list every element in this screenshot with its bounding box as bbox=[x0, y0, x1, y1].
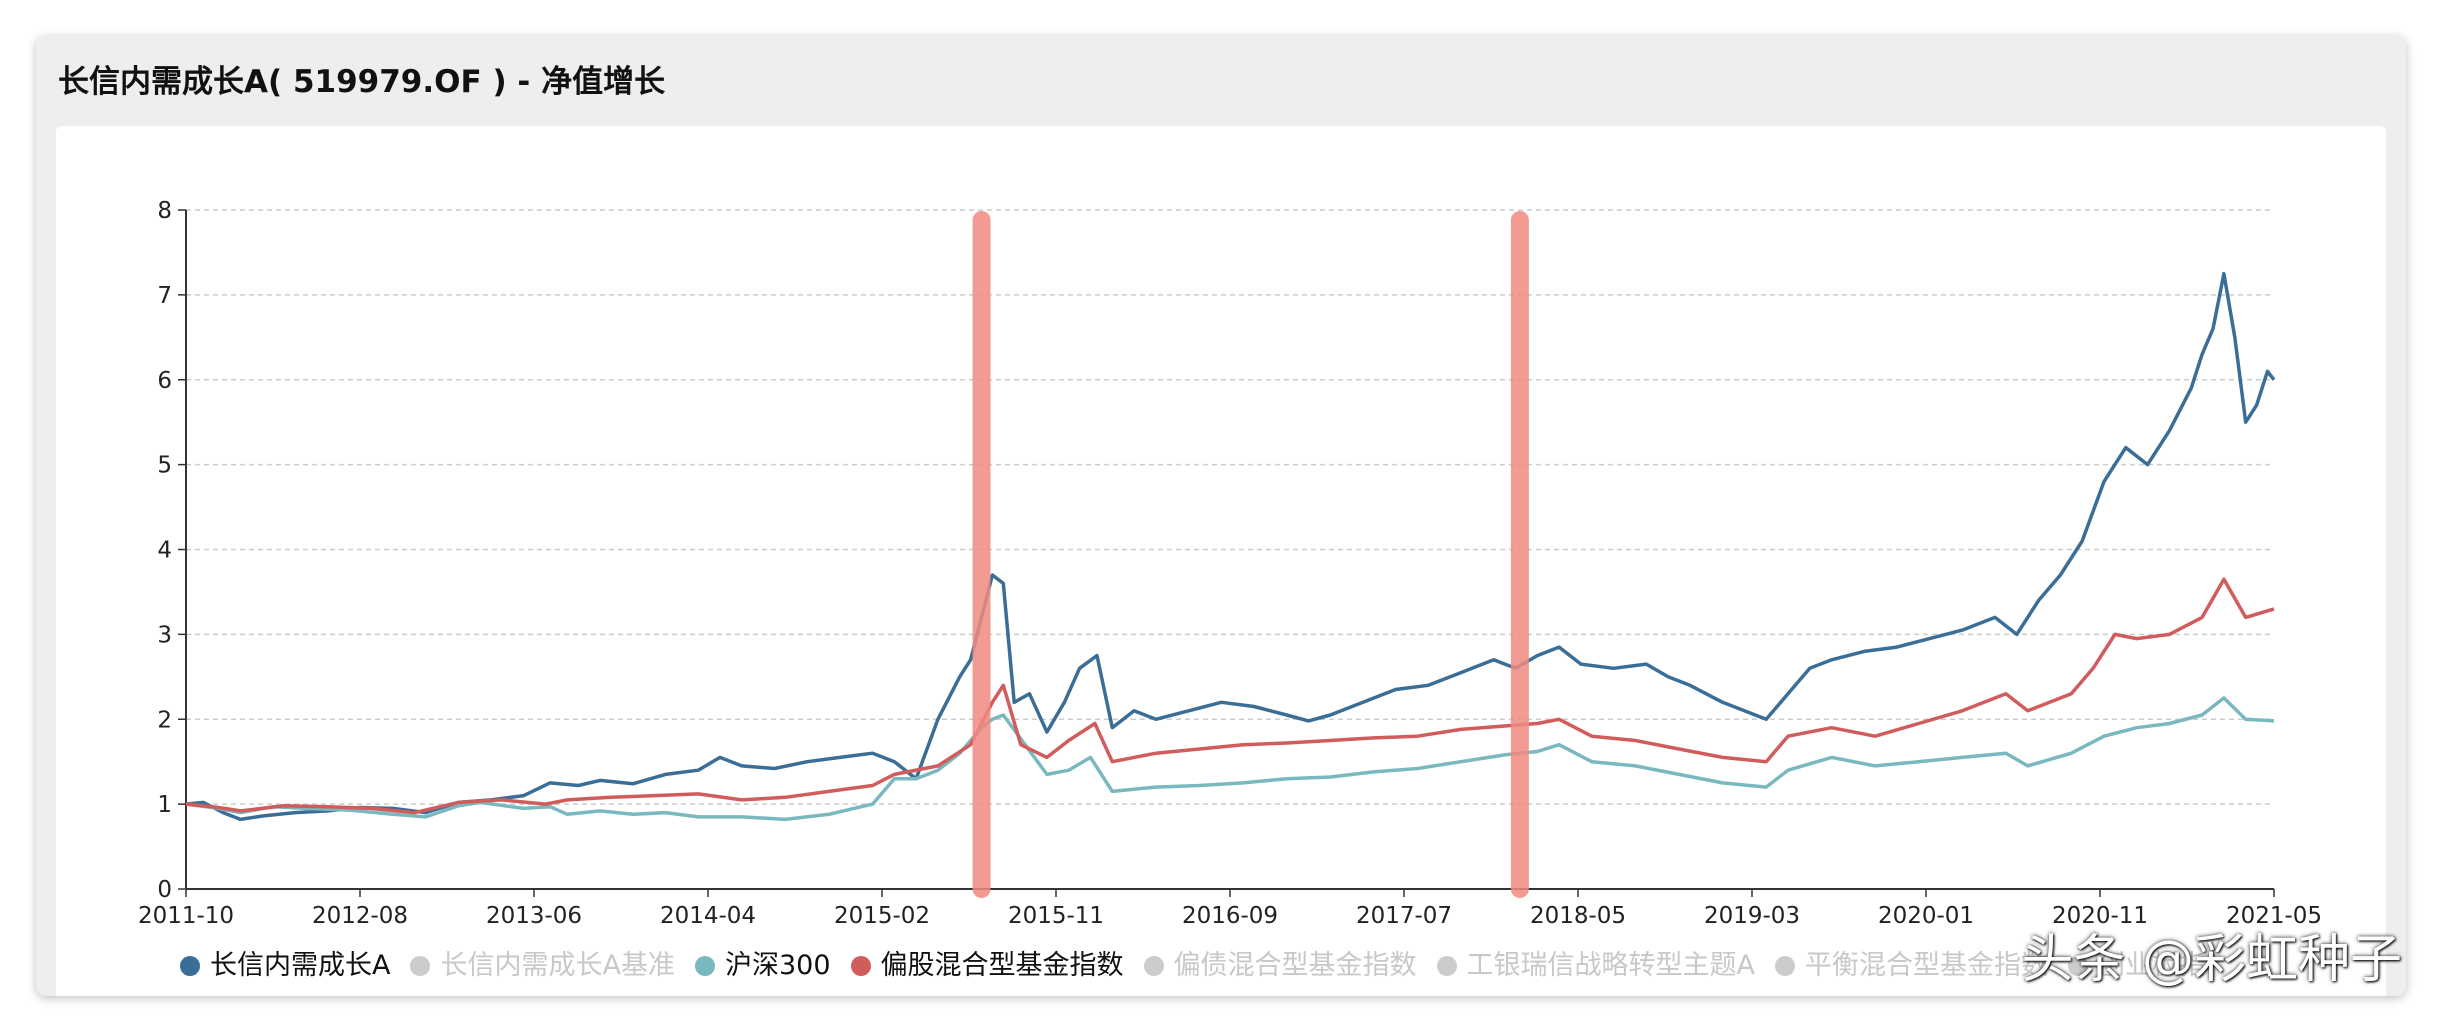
y-tick-label: 5 bbox=[157, 453, 172, 479]
y-tick-label: 2 bbox=[157, 707, 172, 733]
legend-label: 创业板指 bbox=[2098, 950, 2206, 981]
x-tick-label: 2016-09 bbox=[1182, 903, 1278, 929]
legend-label: 长信内需成长A基准 bbox=[440, 950, 675, 981]
legend-item[interactable]: 平衡混合型基金指数 bbox=[1775, 946, 2048, 986]
x-tick-label: 2019-03 bbox=[1704, 903, 1800, 929]
legend-item[interactable]: 工银瑞信战略转型主题A bbox=[1436, 946, 1755, 986]
x-tick-label: 2014-04 bbox=[660, 903, 756, 929]
x-tick-label: 2017-07 bbox=[1356, 903, 1452, 929]
chart-title: 长信内需成长A( 519979.OF ) - 净值增长 bbox=[58, 64, 666, 100]
legend-label: 偏股混合型基金指数 bbox=[880, 950, 1124, 981]
legend-label: 平衡混合型基金指数 bbox=[1805, 950, 2048, 981]
legend-item[interactable]: 偏股混合型基金指数 bbox=[850, 946, 1124, 986]
legend-item[interactable]: 偏债混合型基金指数 bbox=[1143, 946, 1417, 986]
legend-marker-icon bbox=[180, 956, 200, 976]
x-tick-label: 2020-11 bbox=[2052, 903, 2148, 929]
legend-marker-icon bbox=[410, 956, 431, 976]
y-tick-label: 6 bbox=[157, 368, 172, 394]
y-tick-label: 0 bbox=[157, 877, 172, 903]
x-tick-label: 2021-05 bbox=[2226, 903, 2322, 929]
y-tick-label: 3 bbox=[157, 622, 172, 648]
legend-label: 偏债混合型基金指数 bbox=[1173, 950, 1417, 981]
y-tick-label: 7 bbox=[157, 283, 172, 309]
legend-marker-icon bbox=[1775, 956, 1795, 976]
legend-marker-icon bbox=[2068, 956, 2088, 976]
x-tick-label: 2011-10 bbox=[138, 903, 234, 929]
series-line bbox=[185, 577, 2275, 815]
line-chart: 0 1 2 3 4 5 6 7 8 2011-10 2012-08 2013-06 2014-04 201… bbox=[138, 198, 2322, 929]
y-tick-label: 8 bbox=[157, 198, 172, 224]
watermark: 头条 @彩虹种子 bbox=[2021, 930, 2402, 990]
legend-marker-icon bbox=[694, 956, 715, 976]
x-tick-label: 2015-02 bbox=[834, 903, 930, 929]
chart-panel: 0 1 2 3 4 5 6 7 8 2011-10 2012-08 2013-06 2014-04 201… bbox=[56, 126, 2386, 996]
legend-label: 工银瑞信战略转型主题A bbox=[1466, 950, 1755, 981]
x-tick-label: 2020-01 bbox=[1878, 903, 1974, 929]
x-tick-label: 2012-08 bbox=[312, 903, 408, 929]
legend-label: 沪深300 bbox=[724, 950, 831, 981]
y-tick-label: 4 bbox=[157, 538, 172, 564]
x-tick-label: 2013-06 bbox=[486, 903, 582, 929]
legend-label: 长信内需成长A bbox=[210, 950, 391, 981]
legend-marker-icon bbox=[850, 956, 871, 976]
legend-item[interactable]: 长信内需成长A bbox=[180, 946, 390, 986]
legend-item[interactable]: 创业板指 bbox=[2068, 946, 2206, 986]
legend-marker-icon bbox=[1143, 956, 1164, 976]
legend-marker-icon bbox=[1436, 956, 1457, 976]
series-line bbox=[185, 696, 2275, 822]
x-tick-label: 2015-11 bbox=[1008, 903, 1104, 929]
chart-card: 长信内需成长A( 519979.OF ) - 净值增长 0 1 2 3 4 5 6 7 8 201… bbox=[36, 36, 2406, 996]
legend-item[interactable]: 沪深300 bbox=[694, 946, 831, 986]
y-tick-label: 1 bbox=[157, 792, 172, 818]
legend-item[interactable]: 长信内需成长A基准 bbox=[410, 946, 675, 986]
series-line bbox=[185, 271, 2276, 822]
x-tick-label: 2018-05 bbox=[1530, 903, 1626, 929]
legend: 长信内需成长A 长信内需成长A基准 沪深300 偏股混合型基金指数 偏债混合型基金指数 工… bbox=[180, 946, 2380, 990]
